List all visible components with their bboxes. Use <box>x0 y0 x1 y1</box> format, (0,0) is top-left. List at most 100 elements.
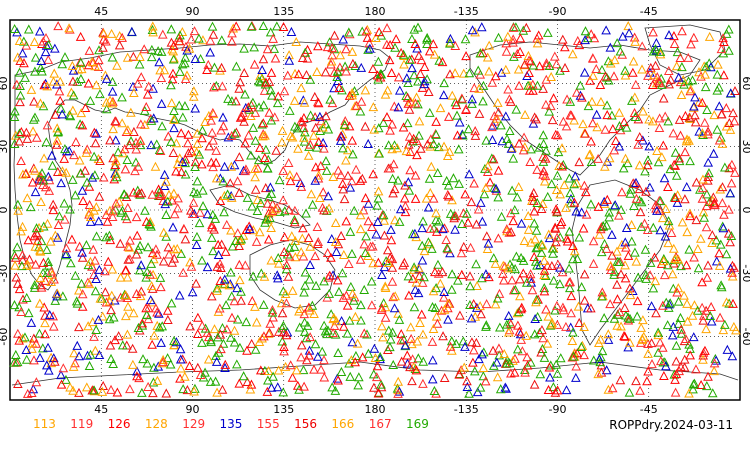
observation-marker <box>287 285 298 295</box>
observation-marker <box>284 50 294 60</box>
observation-marker <box>255 365 266 375</box>
observation-marker <box>541 145 551 155</box>
observation-marker <box>312 221 323 232</box>
observation-marker <box>356 96 367 106</box>
observation-marker <box>716 109 727 119</box>
observation-marker <box>705 310 716 321</box>
observation-marker <box>684 244 695 254</box>
observation-marker <box>286 26 297 36</box>
observation-marker <box>253 76 264 86</box>
observation-marker <box>229 325 240 335</box>
observation-marker <box>132 230 143 240</box>
observation-marker <box>725 124 736 134</box>
observation-marker <box>9 23 20 34</box>
observation-marker <box>184 43 195 53</box>
observation-marker <box>150 161 161 171</box>
observation-marker <box>363 44 373 54</box>
coastline-islands <box>209 184 311 229</box>
observation-marker <box>330 236 341 247</box>
observation-marker <box>373 388 384 398</box>
observation-marker <box>245 384 256 394</box>
observation-marker <box>579 350 589 360</box>
observation-marker <box>268 312 278 322</box>
observation-marker <box>374 148 385 158</box>
observation-marker <box>234 187 245 197</box>
observation-marker <box>171 337 182 347</box>
observation-marker <box>93 314 104 324</box>
observation-marker <box>355 254 366 264</box>
observation-marker <box>415 317 425 327</box>
observation-marker <box>35 273 46 283</box>
observation-marker <box>436 305 447 315</box>
observation-marker <box>430 267 440 277</box>
observation-marker <box>128 308 139 318</box>
observation-marker <box>91 273 101 283</box>
observation-marker <box>321 156 331 166</box>
observation-marker <box>658 93 669 103</box>
observation-marker <box>703 129 713 139</box>
observation-marker <box>496 120 506 130</box>
observation-marker <box>155 272 166 282</box>
observation-marker <box>474 83 484 93</box>
observation-marker <box>147 44 157 54</box>
observation-marker <box>482 52 493 62</box>
observation-marker <box>289 241 300 251</box>
observation-marker <box>605 58 616 68</box>
observation-marker <box>382 112 392 122</box>
observation-marker <box>552 368 563 378</box>
observation-marker <box>419 246 430 256</box>
observation-marker <box>488 154 499 164</box>
observation-marker <box>192 231 202 241</box>
observation-marker <box>345 371 356 381</box>
observation-marker <box>684 388 694 398</box>
observation-marker <box>236 234 247 244</box>
observation-marker <box>143 303 154 313</box>
observation-marker <box>445 341 456 351</box>
observation-marker <box>77 185 88 195</box>
observation-marker <box>543 229 554 239</box>
observation-marker <box>26 84 37 94</box>
observation-marker <box>418 378 428 388</box>
observation-marker <box>721 28 732 38</box>
observation-marker <box>301 69 312 80</box>
observation-marker <box>477 273 487 283</box>
observation-marker <box>67 234 77 244</box>
observation-marker <box>311 280 321 290</box>
observation-marker <box>612 309 623 319</box>
observation-marker <box>212 261 223 271</box>
observation-marker <box>374 27 384 37</box>
observation-marker <box>512 192 523 202</box>
observation-marker <box>90 345 101 355</box>
observation-marker <box>410 170 421 180</box>
observation-marker <box>730 85 740 96</box>
observation-marker <box>356 300 366 310</box>
observation-marker <box>681 333 691 344</box>
observation-marker <box>526 144 536 154</box>
observation-marker <box>50 109 61 119</box>
observation-marker <box>251 236 262 246</box>
observation-marker <box>539 265 550 275</box>
observation-marker <box>310 251 320 261</box>
observation-marker <box>113 331 124 341</box>
observation-marker <box>364 38 375 48</box>
observation-marker <box>136 119 146 129</box>
observation-marker <box>318 187 329 197</box>
observation-marker <box>234 152 245 162</box>
observation-marker <box>432 167 443 178</box>
observation-marker <box>234 259 245 269</box>
observation-marker <box>522 352 532 362</box>
observation-marker <box>552 206 562 216</box>
observation-marker <box>664 79 674 89</box>
observation-marker <box>77 252 88 262</box>
observation-marker <box>624 28 634 38</box>
observation-marker <box>507 275 517 285</box>
observation-marker <box>284 55 295 65</box>
observation-marker <box>456 248 467 258</box>
observation-marker <box>219 161 230 171</box>
observation-marker <box>410 98 421 108</box>
observation-marker <box>513 320 523 330</box>
observation-marker <box>59 198 70 208</box>
observation-marker <box>347 149 358 159</box>
observation-marker <box>623 250 634 260</box>
observation-marker <box>612 38 622 48</box>
